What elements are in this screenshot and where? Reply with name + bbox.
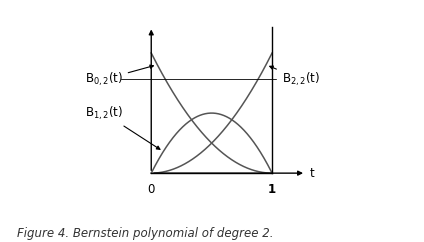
Text: 1: 1: [268, 183, 276, 196]
Text: 0: 0: [148, 183, 155, 196]
Text: Figure 4. Bernstein polynomial of degree 2.: Figure 4. Bernstein polynomial of degree…: [17, 227, 273, 240]
Text: t: t: [310, 167, 314, 180]
Text: B$_{0, 2}$(t): B$_{0, 2}$(t): [85, 65, 153, 88]
Text: B$_{1, 2}$(t): B$_{1, 2}$(t): [85, 104, 160, 149]
Text: B$_{2, 2}$(t): B$_{2, 2}$(t): [270, 66, 320, 88]
